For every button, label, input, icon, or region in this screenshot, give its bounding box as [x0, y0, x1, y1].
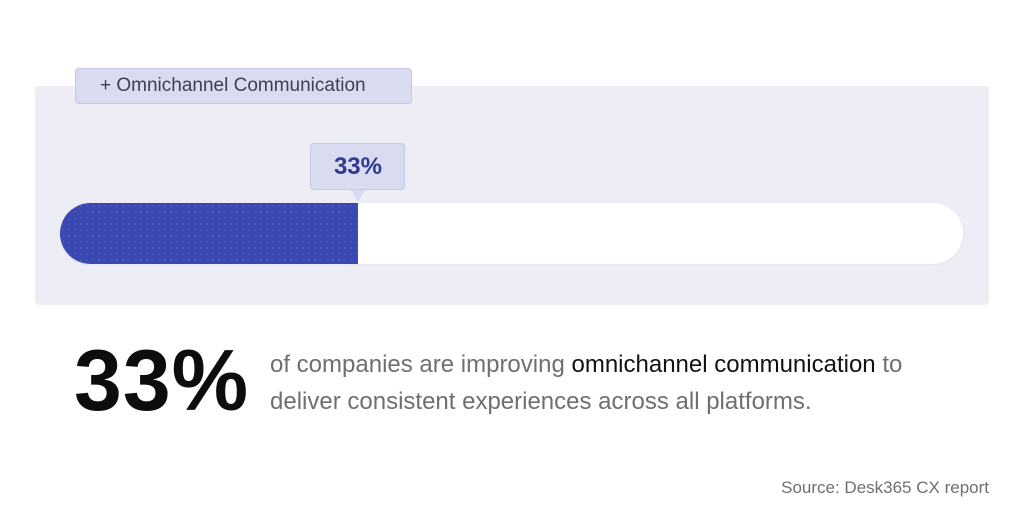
- progress-bar-fill: [60, 203, 358, 264]
- chart-panel: [35, 86, 989, 305]
- value-label-pointer: [350, 190, 365, 202]
- statement-text-after: to deliver consistent experiences across…: [270, 351, 903, 415]
- value-label: 33%: [310, 143, 406, 190]
- headline-value: 33%: [74, 333, 250, 429]
- statement-highlight: omnichannel communication: [571, 351, 876, 378]
- category-label: + Omnichannel Communication: [75, 68, 412, 104]
- progress-track: [60, 203, 963, 264]
- headline-statement: of companies are improving omnichannel c…: [270, 346, 970, 420]
- statement-text-before: of companies are improving: [270, 351, 572, 378]
- source-note: Source: Desk365 CX report: [781, 478, 989, 497]
